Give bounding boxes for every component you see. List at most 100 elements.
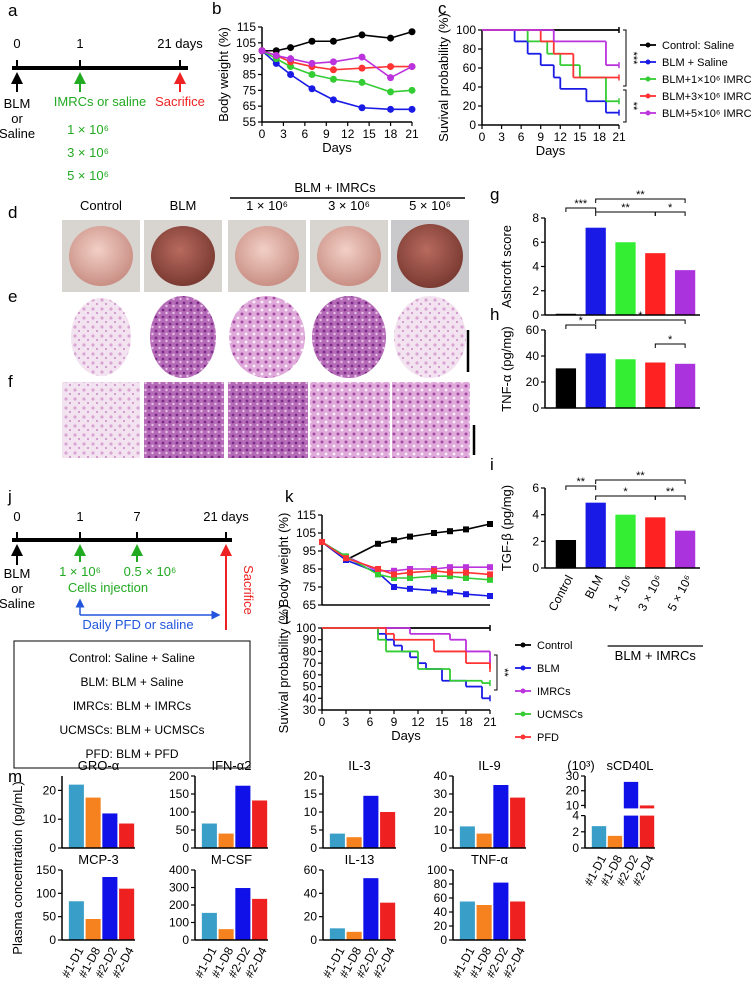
y-tick-label: 50 (43, 910, 57, 924)
y-tick-label: 0 (49, 841, 56, 855)
y-tick-label: 2 (572, 825, 579, 839)
marker (407, 585, 413, 592)
bar (510, 797, 526, 848)
annotation: *** (627, 52, 639, 66)
bar (459, 901, 475, 940)
panel-letter: m (8, 767, 22, 786)
y-tick-label: 85 (303, 562, 317, 576)
bar (476, 905, 492, 940)
group-label: BLM: BLM + Saline (80, 675, 183, 689)
marker (358, 104, 366, 112)
legend-label: Control: Saline (662, 40, 734, 52)
bar (493, 882, 509, 940)
annotation: ** (627, 102, 639, 111)
panel-letter: j (7, 487, 12, 506)
bar (585, 502, 606, 568)
marker (408, 28, 416, 36)
y-tick-label: 100 (427, 863, 447, 877)
y-tick-label: 105 (236, 36, 256, 50)
legend-label: BLM+1×10⁶ IMRCs (662, 74, 751, 86)
y-tick-label: 60 (434, 891, 448, 905)
start-label: Saline (0, 126, 35, 141)
y-tick-label: 4 (532, 260, 539, 274)
tissue (392, 382, 470, 458)
marker (375, 540, 381, 547)
y-tick-label: 0 (532, 401, 539, 415)
bar (607, 835, 623, 848)
bar (346, 931, 362, 940)
bracket (595, 479, 686, 484)
x-tick-label: 21 (612, 130, 626, 144)
y-tick-label: 60 (303, 668, 317, 682)
y-tick-label: 6 (532, 235, 539, 249)
marker (463, 591, 469, 598)
y-tick-label: 20 (304, 910, 318, 924)
bar (380, 812, 396, 848)
annotation: * (668, 334, 673, 346)
tissue (229, 296, 305, 378)
bar (623, 781, 639, 809)
column-label: Control (80, 198, 122, 213)
x-tick-label: 1 × 10⁶ (605, 573, 636, 614)
bar (645, 253, 666, 315)
y-axis-label: Plasma concentration (pg/mL) (10, 781, 25, 954)
bar (615, 514, 636, 568)
panel-letter: d (8, 203, 17, 222)
chart-title: IL-3 (348, 758, 370, 773)
y-tick-label: 5 (310, 823, 317, 837)
y-tick-label: 40 (526, 349, 540, 363)
y-tick-label: 20 (463, 99, 477, 113)
bar (252, 898, 268, 940)
y-tick-label: 100 (169, 916, 189, 930)
bar (645, 517, 666, 568)
y-tick-label: 75 (243, 83, 257, 97)
y-tick-label: 0 (310, 841, 317, 855)
y-tick-label: 105 (296, 526, 316, 540)
y-tick-label: 50 (176, 823, 190, 837)
y-tick-label: 50 (303, 680, 317, 694)
x-tick-label: 3 (498, 130, 505, 144)
y-tick-label: 60 (304, 863, 318, 877)
x-tick-label: 15 (362, 127, 376, 141)
bar (493, 785, 509, 848)
legend-label: BLM (537, 663, 560, 675)
panel-letter: g (490, 185, 499, 204)
legend-marker (645, 93, 651, 99)
bar (591, 826, 607, 848)
marker (463, 526, 469, 533)
y-tick-label: 95 (303, 544, 317, 558)
timeline-label: 1 (76, 509, 83, 524)
panel-letter: f (8, 372, 13, 391)
chart-title: IFN-α2 (211, 758, 251, 773)
timeline-label: 7 (133, 509, 140, 524)
y-tick-label: 20 (566, 784, 580, 798)
marker (358, 64, 366, 72)
x-tick-label: 3 × 10⁶ (635, 573, 666, 614)
timeline-label: 0 (13, 509, 20, 524)
marker (387, 105, 395, 113)
marker (447, 528, 453, 535)
marker (431, 567, 437, 574)
start-label: BLM (4, 566, 31, 581)
y-tick-label: 150 (169, 787, 189, 801)
bracket (654, 211, 686, 216)
y-tick-label: 20 (434, 805, 448, 819)
x-tick-label: 9 (537, 130, 544, 144)
marker (447, 589, 453, 596)
y-tick-label: 0 (310, 933, 317, 947)
x-tick-label: 12 (411, 715, 425, 729)
y-tick-label: 20 (526, 375, 540, 389)
y-tick-label: 80 (463, 42, 477, 56)
y-tick-label: 4 (572, 809, 579, 823)
y-tick-label: 200 (169, 898, 189, 912)
y-tick-label: 200 (169, 769, 189, 783)
y-axis-label: Ashcroft score (499, 225, 514, 308)
x-tick-label: 12 (554, 130, 568, 144)
legend-label: BLM+5×10⁶ IMRCs (662, 108, 751, 120)
marker (358, 53, 366, 61)
chart-title: MCP-3 (78, 852, 118, 867)
y-tick-label: 60 (463, 61, 477, 75)
bar (363, 795, 379, 848)
y-tick-label: 75 (303, 580, 317, 594)
